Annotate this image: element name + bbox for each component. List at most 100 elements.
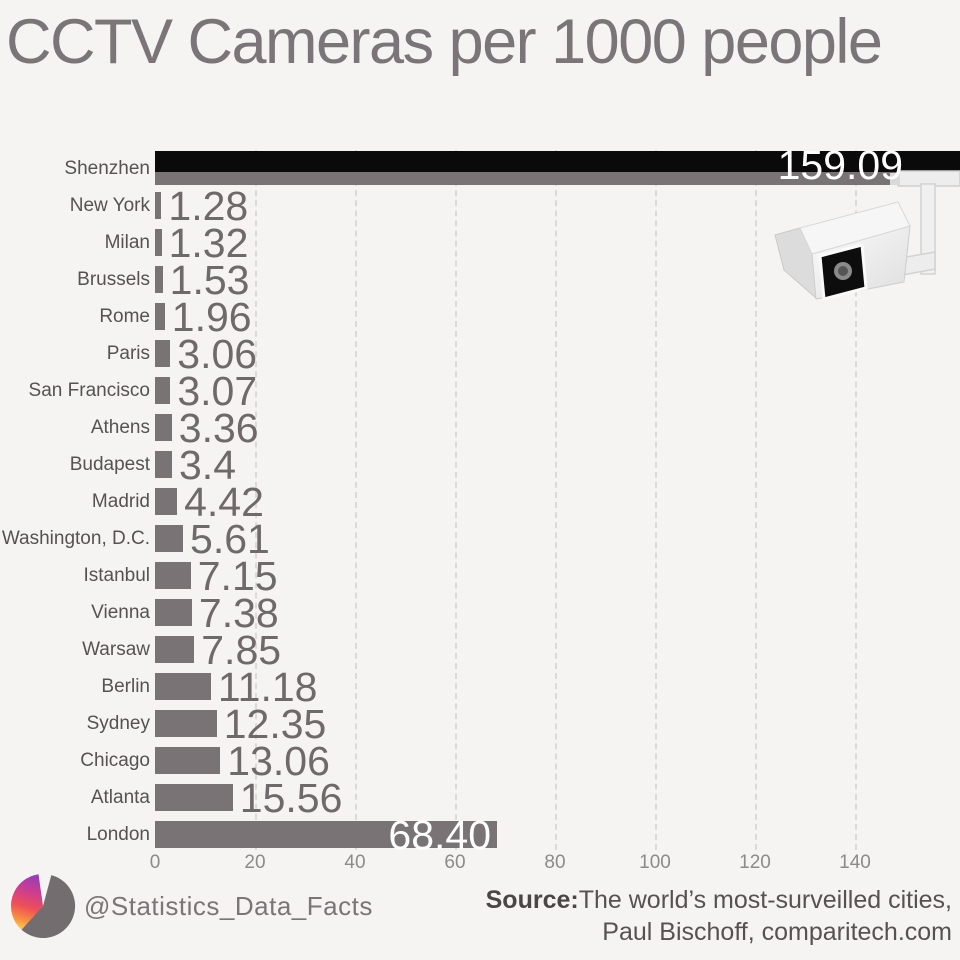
chart-row: San Francisco 3.07 [0, 369, 960, 413]
value-label: 3.4 [179, 442, 236, 488]
chart-row: Brussels 1.53 [0, 258, 960, 302]
pie-chart-logo-icon [10, 874, 76, 939]
x-axis-tick-label: 0 [149, 852, 161, 873]
x-axis-tick-label: 80 [544, 852, 566, 873]
category-label: New York [69, 195, 150, 216]
gridline [255, 150, 257, 850]
category-label: Athens [90, 417, 150, 438]
chart-row: Chicago 13.06 [0, 739, 960, 783]
value-label: 1.53 [169, 257, 250, 303]
bar [155, 636, 195, 663]
chart-row: Atlanta 15.56 [0, 776, 960, 820]
category-label: Madrid [91, 491, 150, 512]
category-label: Rome [99, 306, 150, 327]
category-label: Washington, D.C. [1, 528, 150, 549]
bar [155, 488, 178, 515]
value-label: 68.40 [388, 812, 491, 858]
x-axis-tick-label: 140 [839, 852, 871, 873]
bar [155, 377, 171, 404]
category-label: Sydney [86, 713, 150, 734]
source-line-2: Paul Bischoff, comparitech.com [602, 918, 952, 946]
bar [155, 266, 163, 293]
bar-overflow-black [155, 151, 960, 172]
x-axis-tick-label: 20 [244, 852, 266, 873]
camera-mount-flange [890, 173, 900, 185]
category-label: Brussels [77, 269, 150, 290]
bar [155, 784, 233, 811]
value-label: 5.61 [190, 516, 270, 562]
category-label: Atlanta [90, 787, 150, 808]
camera-body-top [799, 201, 911, 255]
chart-row: London 68.40 [0, 813, 960, 857]
camera-mount-post [920, 183, 936, 275]
gridline [655, 150, 657, 850]
gridline [355, 150, 357, 850]
bar [155, 451, 172, 478]
chart-row: Istanbul 7.15 [0, 554, 960, 598]
logo-pie-gradient-slice [10, 874, 43, 930]
chart-row: Vienna 7.38 [0, 591, 960, 635]
source-line-1: Source:The world’s most-surveilled citie… [486, 884, 952, 916]
value-label: 1.32 [168, 220, 249, 266]
category-label: Milan [104, 232, 150, 253]
gridline [855, 150, 857, 850]
chart-row: Berlin 11.18 [0, 665, 960, 709]
value-label: 3.07 [177, 368, 258, 414]
category-label: San Francisco [28, 380, 150, 401]
cctv-camera-icon [774, 170, 960, 301]
chart-row: Warsaw 7.85 [0, 628, 960, 672]
value-label: 3.06 [177, 331, 258, 377]
value-label: 12.35 [223, 701, 327, 747]
value-label: 159.09 [777, 142, 903, 188]
bar [155, 599, 192, 626]
x-axis-tick-label: 60 [444, 852, 466, 873]
category-label: Paris [106, 343, 150, 364]
category-label: Istanbul [83, 565, 150, 586]
bar [155, 192, 162, 219]
bar-chart: Shenzhen 159.09 New York 1.28 Milan 1.32 Bruss… [0, 143, 960, 890]
chart-row: Madrid 4.42 [0, 480, 960, 524]
value-label: 1.96 [171, 294, 252, 340]
bar [155, 747, 221, 774]
value-label: 11.18 [217, 664, 318, 710]
chart-row: Sydney 12.35 [0, 702, 960, 746]
category-label: Budapest [69, 454, 150, 475]
camera-lens-pupil [838, 266, 848, 276]
category-label: Berlin [101, 676, 150, 697]
bar [155, 710, 217, 737]
chart-row: Shenzhen 159.09 [0, 143, 960, 187]
bar [155, 340, 171, 367]
chart-row: Budapest 3.4 [0, 443, 960, 487]
source-label: Source: [485, 886, 579, 914]
gridline [455, 150, 457, 850]
value-label: 13.06 [227, 738, 330, 784]
category-label: Chicago [80, 750, 150, 771]
value-label: 1.28 [168, 183, 249, 229]
value-label: 7.38 [198, 590, 279, 636]
bar-overflow-gray [155, 172, 960, 185]
bar [155, 525, 184, 552]
chart-row: New York 1.28 [0, 184, 960, 228]
bar [155, 562, 191, 589]
value-label: 3.36 [178, 405, 259, 451]
value-label: 7.15 [197, 553, 278, 599]
bar [155, 673, 211, 700]
bar [155, 821, 497, 848]
value-label: 4.42 [184, 479, 264, 525]
chart-row: Paris 3.06 [0, 332, 960, 376]
chart-title: CCTV Cameras per 1000 people [6, 7, 883, 77]
chart-row: Washington, D.C. 5.61 [0, 517, 960, 561]
x-axis-tick-label: 100 [639, 852, 671, 873]
category-label: Shenzhen [64, 158, 150, 179]
value-label: 7.85 [201, 627, 282, 673]
category-label: Vienna [91, 602, 150, 623]
bar [155, 414, 172, 441]
source-text: The world’s most-surveilled cities, [578, 886, 952, 914]
source-attribution: Source:The world’s most-surveilled citie… [486, 884, 952, 948]
category-label: Warsaw [82, 639, 150, 660]
logo-pie-gray-slice [20, 875, 76, 939]
chart-row: Athens 3.36 [0, 406, 960, 450]
chart-row: Milan 1.32 [0, 221, 960, 265]
x-axis-tick-label: 120 [739, 852, 771, 873]
